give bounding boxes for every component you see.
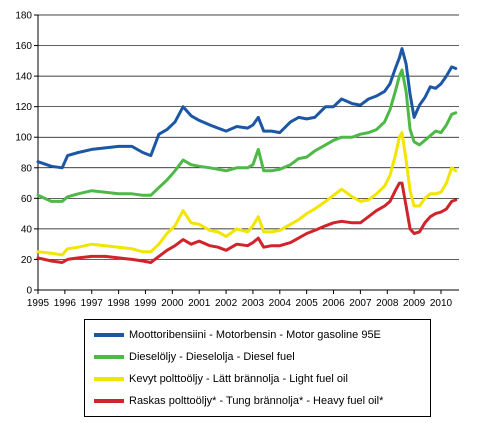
x-tick-label-1996: 1996 xyxy=(54,298,77,309)
x-tick-label-2005: 2005 xyxy=(296,298,319,309)
legend-label-heavy-fuel-oil: Raskas polttoöljy* - Tung brännolja* - H… xyxy=(129,395,384,407)
series-line-light-fuel-oil xyxy=(36,131,458,257)
x-tick-label-2002: 2002 xyxy=(215,298,238,309)
legend-swatch-heavy-fuel-oil xyxy=(94,399,124,403)
legend-label-light-fuel-oil: Kevyt polttoöljy - Lätt brännolja - Ligh… xyxy=(129,373,348,385)
y-tick-label-40: 40 xyxy=(21,224,33,235)
legend-label-motor-gasoline: Moottoribensiini - Motorbensin - Motor g… xyxy=(129,329,381,341)
legend-swatch-light-fuel-oil xyxy=(94,377,124,381)
y-tick-label-100: 100 xyxy=(15,133,32,144)
legend-item-heavy-fuel-oil: Raskas polttoöljy* - Tung brännolja* - H… xyxy=(94,392,383,410)
series-line-heavy-fuel-oil xyxy=(36,181,458,264)
x-tick-label-2004: 2004 xyxy=(269,298,292,309)
x-tick-label-2006: 2006 xyxy=(322,298,345,309)
y-tick-label-140: 140 xyxy=(15,72,32,83)
y-tick-label-160: 160 xyxy=(15,41,32,52)
y-tick-label-60: 60 xyxy=(21,194,33,205)
legend: Moottoribensiini - Motorbensin - Motor g… xyxy=(84,319,431,417)
legend-item-light-fuel-oil: Kevyt polttoöljy - Lätt brännolja - Ligh… xyxy=(94,370,348,388)
legend-item-diesel-fuel: Dieselöljy - Dieselolja - Diesel fuel xyxy=(94,348,295,366)
x-tick-label-2008: 2008 xyxy=(376,298,399,309)
legend-item-motor-gasoline: Moottoribensiini - Motorbensin - Motor g… xyxy=(94,326,381,344)
legend-label-diesel-fuel: Dieselöljy - Dieselolja - Diesel fuel xyxy=(129,351,295,363)
series-line-diesel-fuel xyxy=(36,68,458,203)
x-tick-label-2001: 2001 xyxy=(188,298,211,309)
x-tick-label-2003: 2003 xyxy=(242,298,265,309)
x-tick-label-2009: 2009 xyxy=(403,298,426,309)
x-tick-label-1995: 1995 xyxy=(27,298,50,309)
x-tick-label-2007: 2007 xyxy=(349,298,372,309)
legend-swatch-motor-gasoline xyxy=(94,333,124,337)
y-tick-label-120: 120 xyxy=(15,102,32,113)
y-tick-label-0: 0 xyxy=(26,286,32,297)
x-tick-label-1999: 1999 xyxy=(134,298,157,309)
y-tick-labels: 0 20 40 60 80 100 120 140 160 180 xyxy=(15,11,32,297)
axes xyxy=(34,14,459,294)
y-tick-label-20: 20 xyxy=(21,255,33,266)
x-tick-label-2000: 2000 xyxy=(161,298,184,309)
y-tick-label-80: 80 xyxy=(21,163,33,174)
x-tick-labels: 1995 1996 1997 1998 1999 2000 2001 2002 2003 2004… xyxy=(27,298,453,309)
x-tick-label-1997: 1997 xyxy=(81,298,104,309)
x-tick-label-2010: 2010 xyxy=(430,298,453,309)
legend-swatch-diesel-fuel xyxy=(94,355,124,359)
series-lines xyxy=(36,47,458,264)
series-line-motor-gasoline xyxy=(36,47,458,170)
y-tick-label-180: 180 xyxy=(15,11,32,22)
x-tick-label-1998: 1998 xyxy=(107,298,130,309)
